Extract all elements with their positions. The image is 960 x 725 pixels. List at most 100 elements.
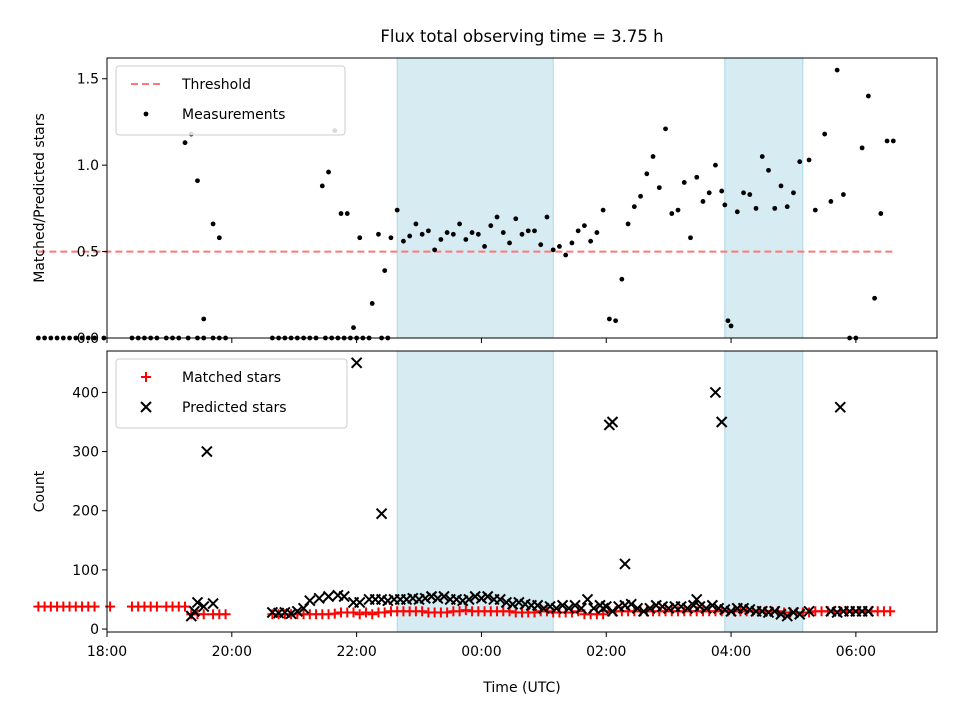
measurement-point: [644, 171, 650, 177]
matched-star-point: [354, 609, 365, 620]
predicted-star-point-b: [207, 597, 219, 610]
predicted-star-point-b: [500, 596, 513, 609]
predicted-star-point-b: [709, 386, 722, 399]
predicted-star-point-b: [737, 602, 750, 615]
measurement-point: [319, 183, 325, 189]
measurement-point: [73, 335, 79, 341]
predicted-star-point: [725, 605, 737, 618]
y-axis-label: Matched/Predicted stars: [32, 113, 48, 283]
matched-star-point: [454, 606, 465, 617]
measurement-point: [878, 211, 884, 216]
measurement-point: [872, 295, 877, 301]
predicted-star-point-b: [481, 590, 494, 603]
predicted-star-point-b: [756, 605, 768, 618]
predicted-star-point: [862, 605, 875, 618]
predicted-star-point-b: [531, 599, 544, 612]
predicted-star-point-b: [825, 605, 837, 618]
predicted-star-point: [297, 602, 310, 615]
top-panel: 0.0 0.5 1.0 1.5 Matched/Predicted stars Thres…: [32, 57, 938, 347]
measurement-point: [532, 228, 537, 234]
predicted-star-point-b: [787, 606, 800, 619]
predicted-star-point: [781, 610, 793, 622]
matched-star-point: [151, 601, 162, 612]
predicted-star-point-b: [450, 593, 463, 606]
measurement-point: [195, 178, 200, 184]
measurement-point: [563, 252, 569, 258]
predicted-star-point: [291, 605, 304, 618]
predicted-star-point-b: [550, 602, 563, 615]
legend: Matched stars Predicted stars: [115, 358, 348, 429]
predicted-star-point-b: [588, 602, 600, 615]
predicted-star-point-b: [191, 596, 204, 609]
measurement-point: [728, 323, 734, 329]
predicted-star-point: [606, 416, 619, 428]
predicted-star-point-b: [715, 416, 728, 428]
predicted-star-point-b: [544, 600, 556, 613]
measurement-point: [182, 140, 188, 146]
predicted-star-point: [769, 605, 781, 618]
predicted-star-point: [354, 596, 366, 609]
measurement-point: [216, 235, 222, 241]
predicted-star-point-b: [606, 416, 619, 428]
legend-label: Predicted stars: [182, 400, 287, 416]
predicted-star-point: [313, 592, 325, 604]
predicted-star-point-b: [625, 598, 637, 610]
predicted-star-point: [481, 590, 494, 603]
measurement-point: [376, 231, 381, 237]
predicted-star-point: [715, 416, 728, 428]
measurement-point: [425, 228, 431, 234]
measurement-point: [725, 318, 731, 324]
predicted-star-point-b: [313, 592, 325, 604]
predicted-star-point-b: [706, 599, 719, 612]
observing-window-span: [396, 57, 554, 339]
predicted-star-point: [706, 599, 719, 612]
matched-star-point: [329, 608, 340, 619]
measurement-point: [650, 154, 656, 159]
y-tick-label: 400: [72, 385, 99, 401]
measurement-point: [625, 221, 631, 227]
predicted-star-point-b: [338, 590, 350, 603]
legend-measurement-swatch: [143, 111, 149, 117]
measurement-point: [828, 199, 834, 204]
legend-predicted-swatch-b: [140, 401, 152, 413]
predicted-star-point: [304, 594, 316, 607]
predicted-star-point-b: [656, 600, 669, 613]
measurement-point: [513, 216, 519, 222]
predicted-star-point: [207, 597, 219, 610]
predicted-star-point: [700, 602, 712, 615]
measurement-point: [507, 240, 512, 246]
y-tick-label: 300: [72, 445, 99, 461]
measurement-point: [778, 183, 784, 189]
measurement-point: [500, 230, 506, 235]
predicted-star-point-b: [279, 606, 291, 619]
measurement-point: [60, 335, 66, 341]
predicted-star-point-b: [201, 445, 213, 458]
axes-frame: [106, 350, 938, 633]
measurement-point: [600, 207, 606, 213]
measurement-point: [382, 268, 388, 273]
measurement-point: [812, 207, 818, 213]
legend-label: Measurements: [182, 107, 285, 123]
predicted-star-point: [691, 593, 703, 606]
measurement-point: [890, 138, 896, 144]
matched-star-point: [89, 601, 100, 612]
measurement-point: [413, 221, 419, 227]
x-tick-label: 06:00: [836, 644, 876, 660]
y-tick-label: 0: [90, 622, 99, 638]
predicted-star-point-b: [675, 600, 687, 613]
predicted-star-point: [834, 401, 846, 413]
measurement-point: [463, 237, 469, 242]
matched-star-point: [885, 606, 896, 617]
measurement-point: [85, 335, 91, 341]
measurement-point: [401, 238, 406, 244]
legend-matched-swatch: [141, 372, 151, 382]
predicted-star-point-b: [188, 605, 201, 618]
observing-window-span: [724, 57, 804, 339]
measurement-point: [656, 185, 662, 191]
measurement-point: [797, 159, 803, 165]
measurement-point: [482, 243, 487, 249]
measurement-point: [753, 205, 759, 211]
measurement-point: [865, 93, 871, 99]
predicted-star-point: [201, 445, 213, 458]
measurement-point: [772, 205, 778, 211]
